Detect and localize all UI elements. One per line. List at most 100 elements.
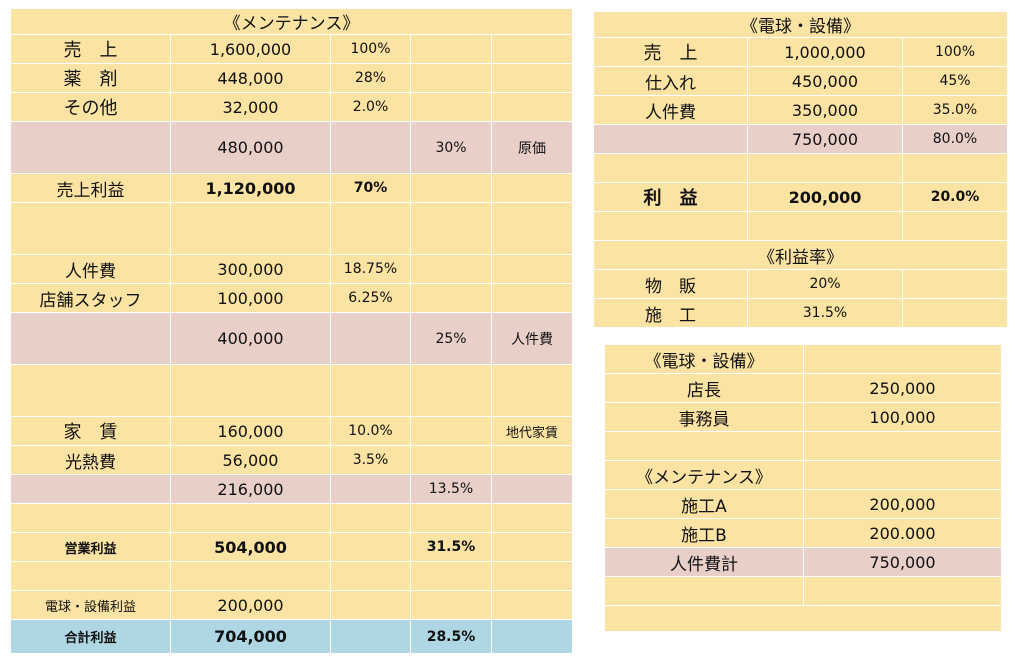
profit-rate-title: 《利益率》 [593,240,1008,270]
table-row [604,576,1002,606]
table-row [10,561,574,591]
row-value: 31.5% [747,298,903,328]
row-label: 施 工 [593,298,748,328]
staff-maint-title: 《メンテナンス》 [604,460,804,490]
row-amount: 32,000 [170,92,331,122]
table-row: 仕入れ 450,000 45% [593,66,1008,96]
bulb-title: 《電球・設備》 [593,11,1008,38]
cost-subtotal-row: 480,000 30% 原価 [10,121,574,174]
table-row: 売 上 1,000,000 100% [593,37,1008,67]
row-value: 250,000 [803,373,1002,403]
row-pct: 100% [902,37,1008,67]
row-label: 利 益 [593,182,748,212]
table-row: 事務員 100,000 [604,402,1002,432]
staff-subtotal-row: 400,000 25% 人件費 [10,312,574,365]
row-pct: 45% [902,66,1008,96]
table-row [10,364,574,417]
row-label: 営業利益 [10,532,171,562]
row-amount: 350,000 [747,95,903,125]
row-note: 原価 [490,121,574,174]
maintenance-title: 《メンテナンス》 [9,8,574,35]
table-row: 施 工 31.5% [593,298,1008,328]
table-row: 売上利益 1,120,000 70% [10,173,574,203]
table-row: 家 賃 160,000 10.0% 地代家賃 [10,416,574,446]
row-label: 人件費 [10,254,171,284]
row-label: 物 販 [593,269,748,299]
row-label: 売 上 [10,34,171,64]
staff-bulb-title: 《電球・設備》 [604,344,804,374]
row-amount: 1,120,000 [170,173,331,203]
table-row: 売 上 1,600,000 100% [10,34,574,64]
row-amount: 1,000,000 [747,37,903,67]
table-row: 電球・設備利益 200,000 [10,590,574,620]
row-pct: 10.0% [330,416,411,446]
row-label: その他 [10,92,171,122]
row-amount: 480,000 [170,121,331,174]
table-row: 薬 剤 448,000 28% [10,63,574,93]
table-row: 人件費 350,000 35.0% [593,95,1008,125]
table-row: 人件費 300,000 18.75% [10,254,574,284]
row-label: 電球・設備利益 [10,590,171,620]
row-amount: 216,000 [170,474,331,504]
maintenance-table: 《メンテナンス》 売 上 1,600,000 100% 薬 剤 448,000 … [9,8,574,654]
row-amount: 300,000 [170,254,331,284]
table-row: その他 32,000 2.0% [10,92,574,122]
row-pct2: 28.5% [410,619,492,654]
row-value: 200,000 [803,489,1002,519]
row-pct2: 25% [410,312,492,365]
row-pct: 28% [330,63,411,93]
row-value: 200.000 [803,518,1002,548]
row-value: 750,000 [803,547,1002,577]
row-pct: 18.75% [330,254,411,284]
row-pct: 6.25% [330,283,411,313]
row-value: 20% [747,269,903,299]
row-amount: 1,600,000 [170,34,331,64]
table-row: 光熱費 56,000 3.5% [10,445,574,475]
row-amount: 160,000 [170,416,331,446]
row-label: 薬 剤 [10,63,171,93]
table-row [10,202,574,255]
row-label: 店舗スタッフ [10,283,171,313]
row-amount: 750,000 [747,124,903,154]
row-label: 売上利益 [10,173,171,203]
profit-row: 利 益 200,000 20.0% [593,182,1008,212]
row-label: 施工B [604,518,804,548]
row-amount: 200,000 [747,182,903,212]
table-row [593,211,1008,241]
table-row: 施工A 200,000 [604,489,1002,519]
row-label: 店長 [604,373,804,403]
row-amount: 450,000 [747,66,903,96]
table-row: 施工B 200.000 [604,518,1002,548]
row-amount: 100,000 [170,283,331,313]
table-row [10,503,574,533]
row-note: 人件費 [490,312,574,365]
row-amount: 448,000 [170,63,331,93]
row-pct: 70% [330,173,411,203]
row-pct2: 30% [410,121,492,174]
row-amount: 56,000 [170,445,331,475]
row-label: 施工A [604,489,804,519]
row-amount: 504,000 [170,532,331,562]
row-label: 人件費計 [604,547,804,577]
table-row [604,431,1002,461]
row-amount: 400,000 [170,312,331,365]
staff-cost-table: 《電球・設備》 店長 250,000 事務員 100,000 《メンテナンス》 … [604,344,1002,632]
table-row [593,153,1008,183]
row-note: 地代家賃 [490,416,574,446]
table-row: 物 販 20% [593,269,1008,299]
row-label: 光熱費 [10,445,171,475]
row-label: 合計利益 [10,619,171,654]
row-pct2: 31.5% [410,532,492,562]
row-label: 事務員 [604,402,804,432]
row-label: 人件費 [593,95,748,125]
row-pct: 80.0% [902,124,1008,154]
row-pct: 100% [330,34,411,64]
row-label: 売 上 [593,37,748,67]
table-row: 店長 250,000 [604,373,1002,403]
row-pct2: 13.5% [410,474,492,504]
operating-profit-row: 営業利益 504,000 31.5% [10,532,574,562]
row-pct: 3.5% [330,445,411,475]
row-pct: 35.0% [902,95,1008,125]
cost-subtotal-row: 750,000 80.0% [593,124,1008,154]
fixed-subtotal-row: 216,000 13.5% [10,474,574,504]
